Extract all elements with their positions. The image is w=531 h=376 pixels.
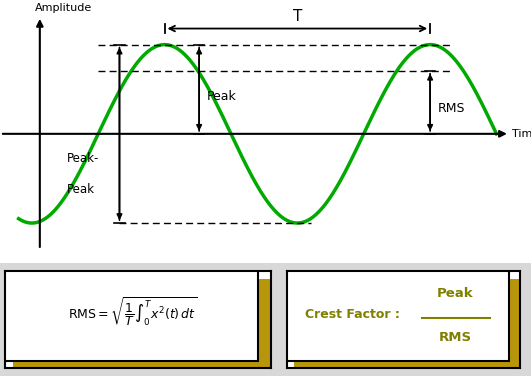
FancyBboxPatch shape [294, 279, 520, 376]
Text: Peak-: Peak- [66, 152, 99, 165]
Text: RMS: RMS [439, 331, 472, 344]
FancyBboxPatch shape [0, 263, 258, 361]
Text: Crest Factor :: Crest Factor : [305, 308, 400, 321]
Text: Peak: Peak [436, 287, 473, 300]
FancyBboxPatch shape [282, 263, 509, 361]
Text: $\mathrm{RMS} = \sqrt{\dfrac{1}{T}\int_0^T x^2(t)\,dt}$: $\mathrm{RMS} = \sqrt{\dfrac{1}{T}\int_0… [68, 296, 198, 328]
Text: RMS: RMS [438, 102, 466, 115]
FancyBboxPatch shape [13, 279, 271, 376]
Text: Amplitude: Amplitude [35, 3, 92, 14]
Text: Peak: Peak [207, 90, 237, 103]
Text: Peak: Peak [66, 183, 95, 196]
Text: T: T [293, 9, 302, 24]
Text: Time: Time [512, 129, 531, 139]
